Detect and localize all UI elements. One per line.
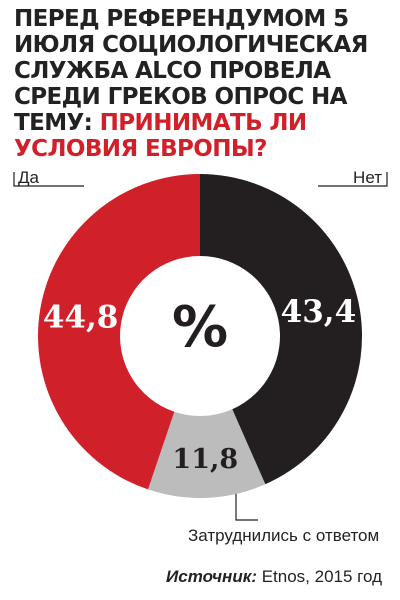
legend-label-yes: Да — [18, 168, 39, 187]
title-part-1: Перед референдумом 5 июля социологическа… — [14, 6, 368, 136]
value-label-yes: 44,8 — [43, 299, 119, 335]
legend-label-undecided: Затруднились с ответом — [188, 526, 380, 545]
donut-slice-yes — [37, 174, 200, 490]
leader-line-no — [318, 172, 388, 187]
donut-slice-no — [200, 174, 363, 485]
chart-title: Перед референдумом 5 июля социологическа… — [14, 6, 394, 162]
source-text: Etnos, 2015 год — [256, 567, 382, 586]
value-label-undecided: 11,8 — [172, 444, 238, 475]
legend-label-no: Нет — [353, 168, 382, 187]
title-part-2-highlight: принимать ли условия Европы? — [14, 110, 307, 162]
donut-slice-undecided — [148, 409, 266, 498]
leader-line-undecided — [235, 484, 258, 521]
value-label-no: 43,4 — [281, 294, 357, 330]
center-percent-label: % — [172, 295, 228, 360]
source-note: Источник: Etnos, 2015 год — [166, 567, 382, 587]
leader-line-yes — [13, 172, 84, 187]
source-label: Источник: — [166, 567, 257, 586]
